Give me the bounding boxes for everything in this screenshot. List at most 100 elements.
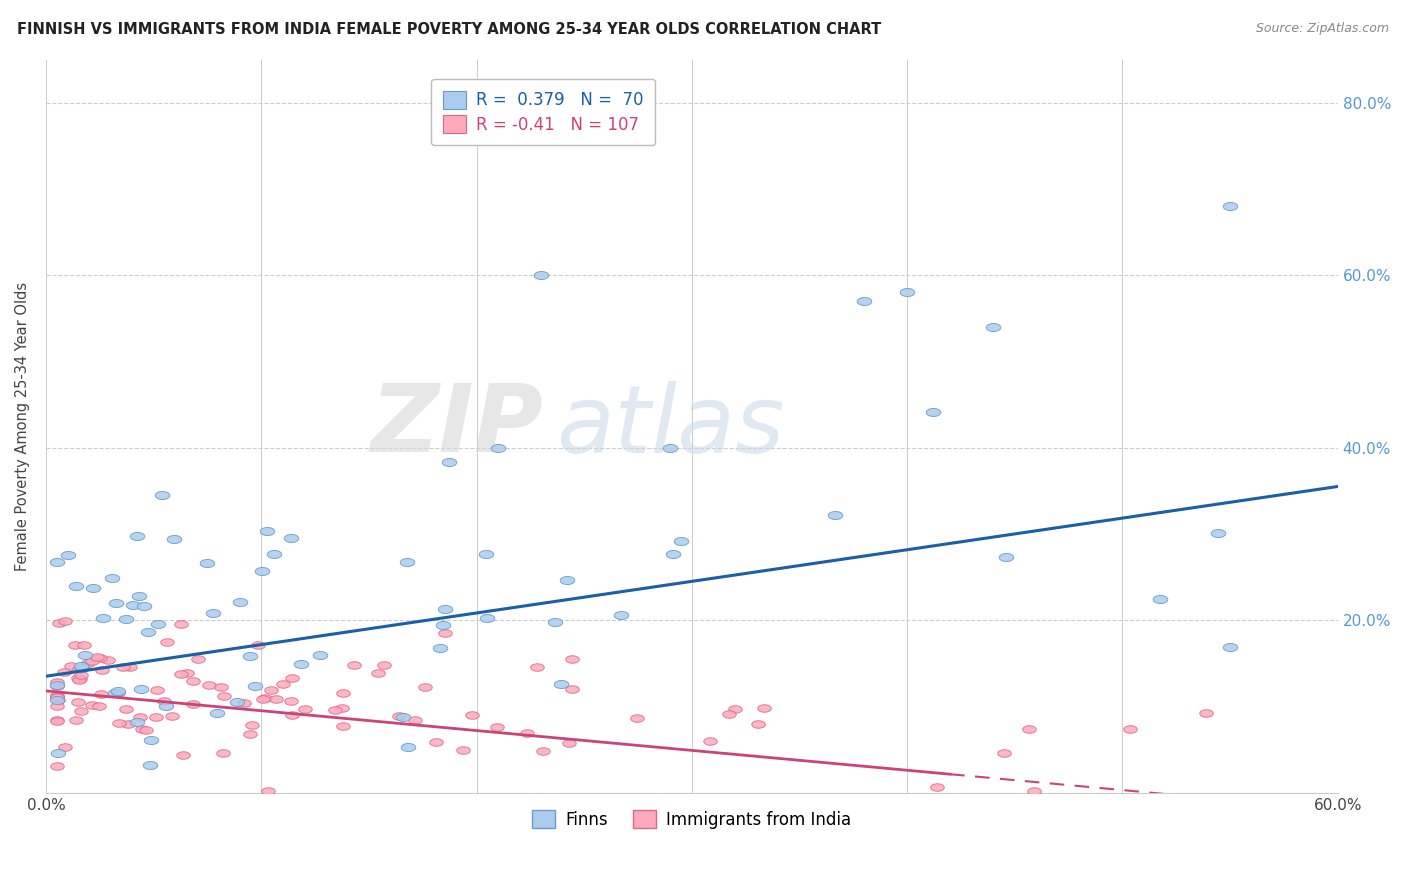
Point [183, 674, 205, 689]
Point [994, 549, 1017, 564]
Point [429, 641, 451, 656]
Legend: Finns, Immigrants from India: Finns, Immigrants from India [526, 804, 858, 836]
Point [82, 654, 104, 668]
Point [226, 695, 249, 709]
Point [45, 678, 67, 692]
Point [271, 677, 294, 691]
Point [263, 547, 285, 561]
Point [67, 662, 90, 676]
Point [176, 665, 198, 680]
Point [281, 708, 304, 723]
Point [132, 599, 155, 613]
Point [824, 508, 846, 523]
Point [46, 555, 69, 569]
Point [73, 638, 96, 652]
Point [747, 717, 769, 731]
Point [531, 743, 554, 757]
Point [197, 556, 219, 570]
Point [240, 717, 263, 731]
Point [67, 673, 90, 687]
Text: FINNISH VS IMMIGRANTS FROM INDIA FEMALE POVERTY AMONG 25-34 YEAR OLDS CORRELATIO: FINNISH VS IMMIGRANTS FROM INDIA FEMALE … [17, 22, 882, 37]
Point [129, 682, 152, 697]
Point [80, 698, 103, 712]
Point [115, 612, 138, 626]
Point [163, 533, 186, 547]
Point [162, 708, 184, 723]
Point [526, 660, 548, 674]
Point [46, 692, 69, 706]
Point [626, 710, 648, 724]
Point [125, 714, 148, 729]
Point [56, 548, 79, 562]
Point [104, 596, 127, 610]
Point [1149, 592, 1171, 607]
Point [139, 758, 162, 772]
Point [922, 405, 945, 419]
Point [325, 703, 347, 717]
Point [131, 722, 153, 736]
Point [475, 547, 498, 561]
Point [257, 784, 280, 798]
Point [45, 713, 67, 727]
Text: ZIP: ZIP [370, 380, 543, 472]
Point [87, 698, 110, 713]
Point [413, 681, 436, 695]
Point [55, 615, 77, 629]
Point [139, 732, 162, 747]
Point [129, 710, 152, 724]
Point [239, 727, 262, 741]
Point [439, 455, 461, 469]
Point [485, 720, 508, 734]
Point [96, 653, 118, 667]
Point [724, 701, 747, 715]
Point [115, 702, 138, 716]
Point [233, 696, 256, 710]
Point [46, 746, 69, 760]
Point [65, 579, 87, 593]
Point [60, 659, 83, 673]
Point [172, 748, 194, 763]
Point [45, 690, 67, 704]
Point [332, 719, 354, 733]
Point [67, 695, 90, 709]
Point [112, 660, 135, 674]
Point [75, 648, 97, 662]
Point [659, 441, 682, 455]
Point [45, 675, 67, 690]
Point [561, 682, 583, 697]
Point [294, 701, 316, 715]
Point [67, 671, 90, 685]
Point [82, 581, 104, 595]
Point [309, 648, 332, 662]
Point [373, 658, 395, 673]
Point [209, 680, 232, 694]
Point [1018, 722, 1040, 736]
Point [69, 668, 91, 682]
Point [555, 573, 578, 587]
Point [107, 686, 129, 700]
Point [45, 690, 67, 704]
Point [135, 723, 157, 738]
Point [259, 682, 281, 697]
Point [183, 697, 205, 711]
Point [281, 671, 304, 685]
Point [45, 693, 67, 707]
Point [486, 441, 509, 455]
Point [145, 710, 167, 724]
Point [433, 602, 456, 616]
Point [661, 548, 683, 562]
Point [993, 747, 1015, 761]
Point [853, 294, 876, 309]
Point [432, 617, 454, 632]
Point [243, 679, 266, 693]
Point [170, 617, 193, 632]
Point [451, 742, 474, 756]
Point [63, 638, 86, 652]
Point [239, 648, 262, 663]
Point [89, 651, 111, 665]
Point [125, 529, 148, 543]
Point [252, 691, 274, 706]
Point [280, 531, 302, 545]
Point [396, 555, 419, 569]
Point [752, 701, 775, 715]
